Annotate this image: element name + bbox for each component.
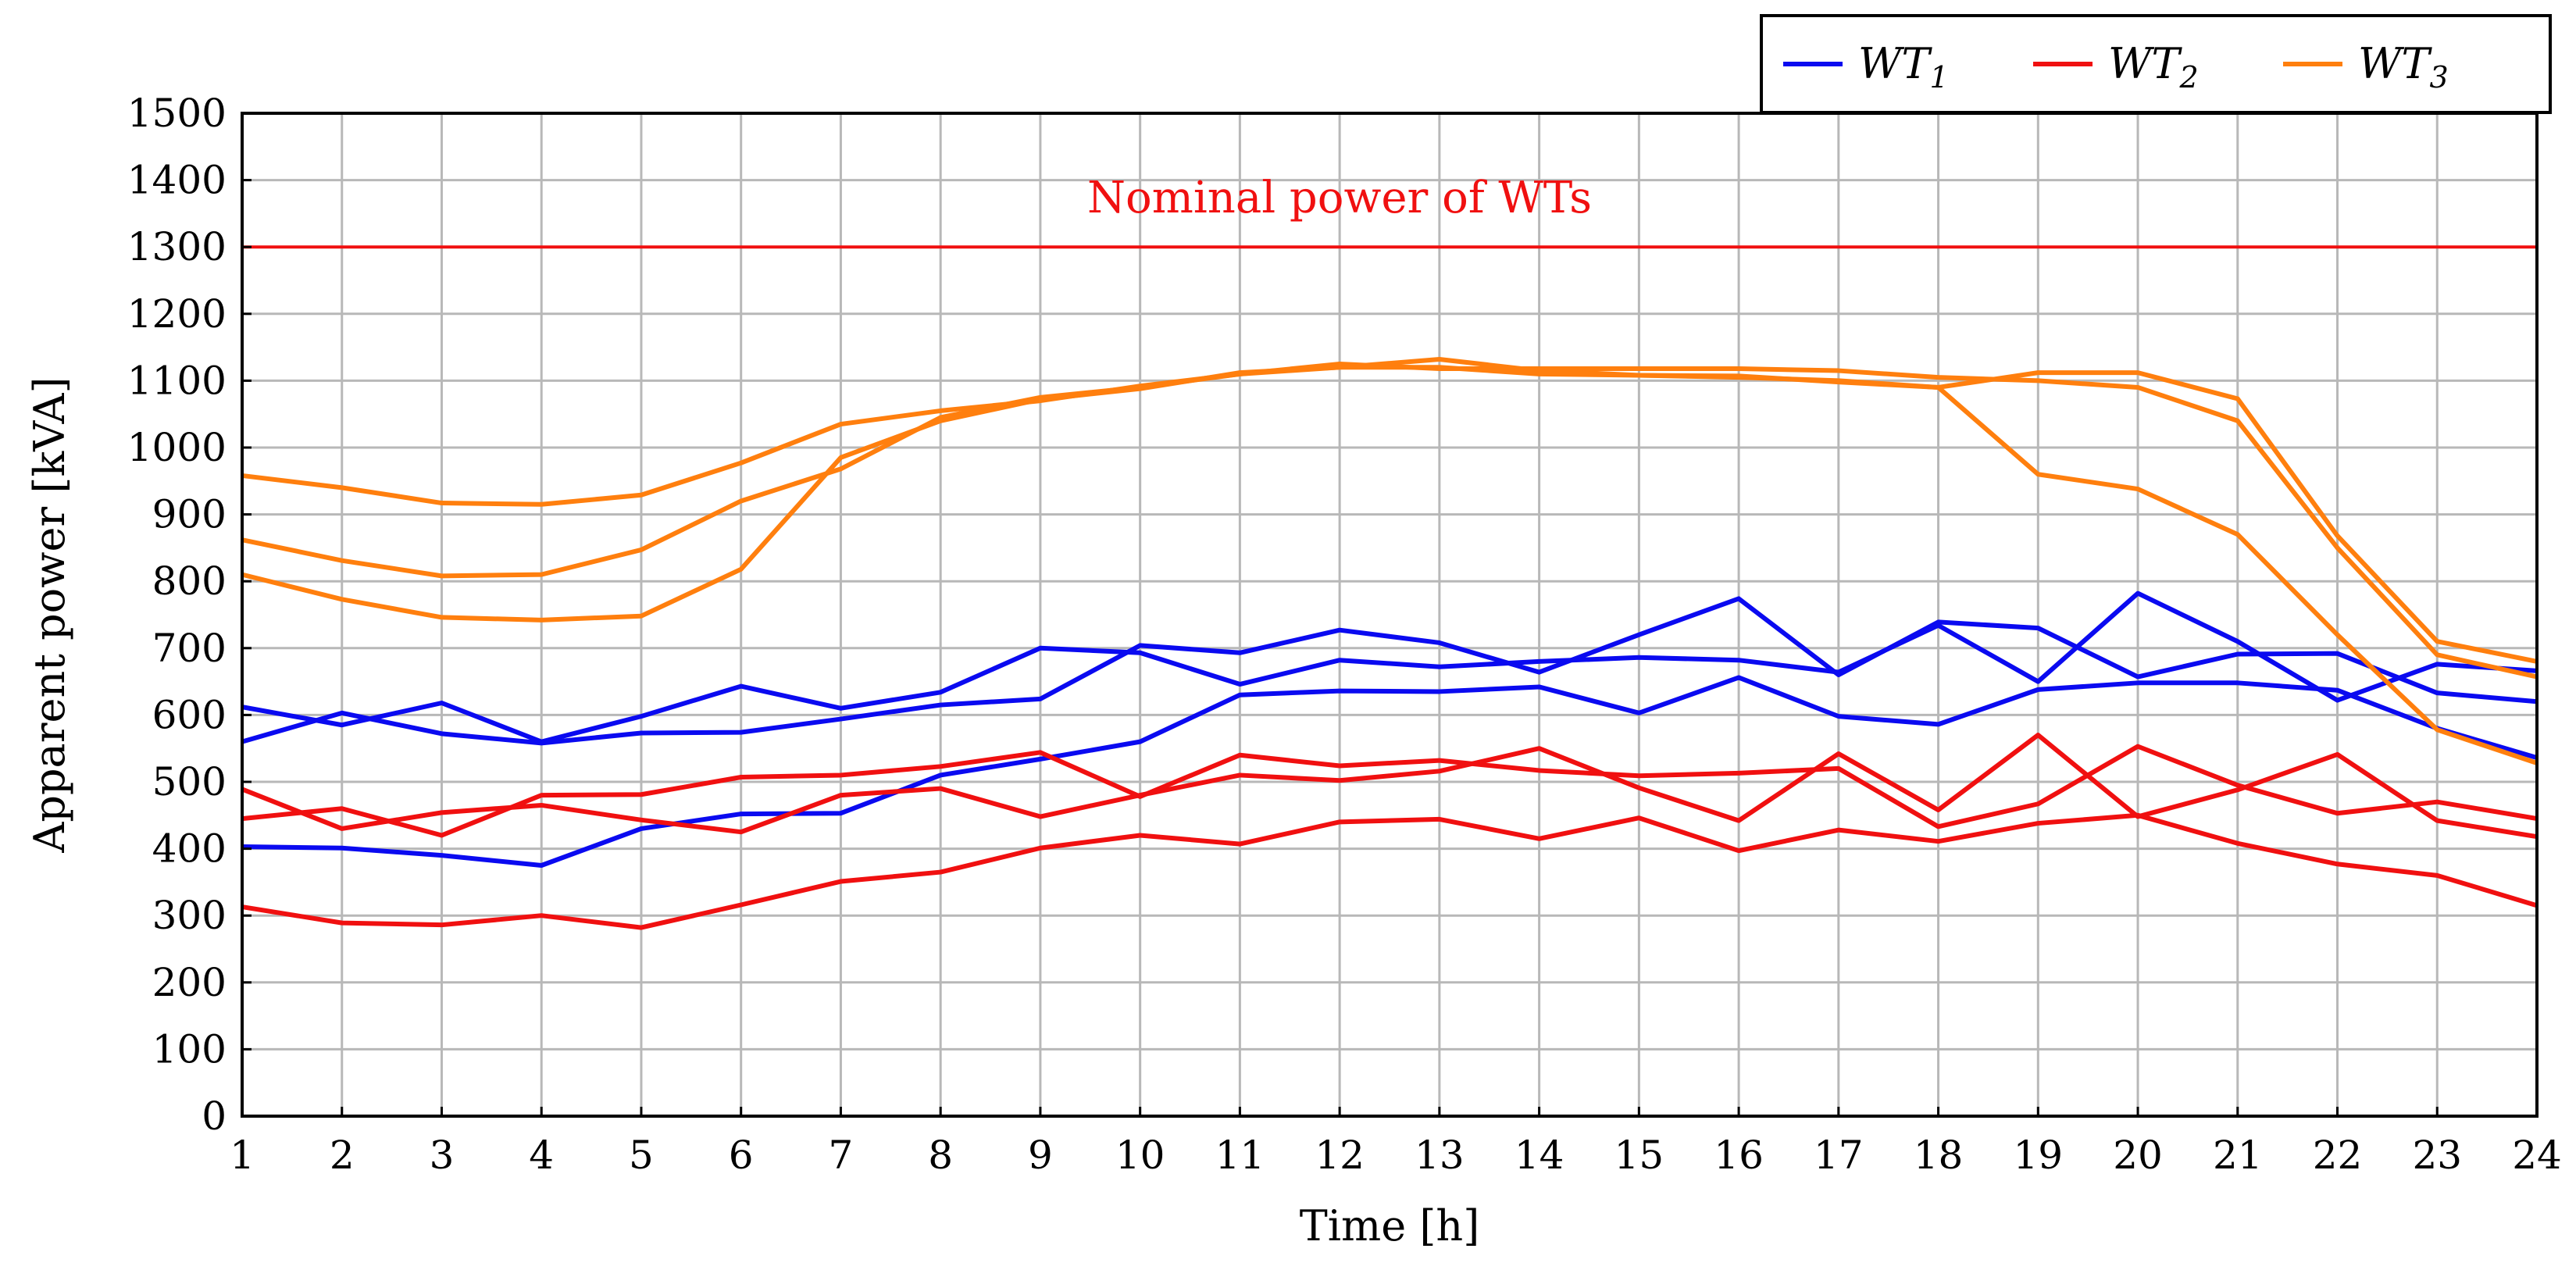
y-tick-label: 1100 — [127, 358, 227, 403]
series-line-wt2-2 — [241, 744, 2538, 838]
y-tick-label: 600 — [152, 692, 227, 737]
y-tick-label: 700 — [152, 626, 227, 671]
legend-box — [1760, 14, 2552, 114]
x-tick-label: 6 — [729, 1133, 754, 1178]
y-tick-label: 1300 — [127, 224, 227, 269]
x-tick-label: 13 — [1415, 1133, 1465, 1178]
plot-frame — [241, 112, 2539, 1118]
x-tick-label: 14 — [1515, 1133, 1565, 1178]
y-axis-title: Apparent power [kVA] — [25, 376, 74, 853]
grid — [241, 112, 2539, 1118]
series-line-wt1-1 — [241, 590, 2538, 744]
x-tick-label: 15 — [1614, 1133, 1664, 1178]
series-lines — [241, 357, 2538, 930]
y-tick-label: 1000 — [127, 425, 227, 470]
series-line-wt3-1 — [241, 362, 2538, 680]
x-tick-label: 24 — [2512, 1133, 2562, 1178]
legend: WT1 WT2 WT3 — [1760, 14, 2552, 114]
x-tick-label: 10 — [1115, 1133, 1165, 1178]
y-tick-label: 200 — [152, 960, 227, 1005]
y-tick-label: 500 — [152, 759, 227, 804]
x-tick-label: 16 — [1714, 1133, 1764, 1178]
x-tick-label: 17 — [1814, 1133, 1864, 1178]
x-tick-label: 23 — [2412, 1133, 2462, 1178]
y-tick-label: 100 — [152, 1026, 227, 1072]
y-tick-label: 1500 — [127, 91, 227, 136]
x-axis-title: Time [h] — [1300, 1201, 1480, 1250]
x-tick-label: 21 — [2213, 1133, 2263, 1178]
y-tick-label: 0 — [202, 1093, 227, 1139]
x-tick-label: 9 — [1028, 1133, 1053, 1178]
y-tick-label: 300 — [152, 893, 227, 938]
series-line-wt3-2 — [241, 357, 2538, 664]
x-tick-label: 2 — [330, 1133, 355, 1178]
series-line-wt3-3 — [241, 365, 2538, 765]
x-tick-label: 18 — [1914, 1133, 1964, 1178]
nominal-power-label: Nominal power of WTs — [1087, 173, 1592, 223]
x-tick-label: 19 — [2013, 1133, 2063, 1178]
y-tick-label: 800 — [152, 558, 227, 604]
y-tick-label: 1400 — [127, 158, 227, 203]
x-tick-label: 11 — [1215, 1133, 1265, 1178]
x-tick-label: 3 — [430, 1133, 455, 1178]
x-tick-label: 7 — [829, 1133, 854, 1178]
series-line-wt1-2 — [241, 596, 2538, 746]
x-tick-label: 5 — [629, 1133, 654, 1178]
x-tick-label: 12 — [1315, 1133, 1365, 1178]
axis-ticks: 1 2 3 4 5 6 7 8 9 10 11 12 13 14 15 16 17 18 19 20 21 22 23 240… — [127, 91, 2562, 1178]
x-tick-label: 8 — [928, 1133, 953, 1178]
y-tick-label: 900 — [152, 492, 227, 537]
series-line-wt2-1 — [241, 733, 2538, 840]
series-line-wt2-3 — [241, 812, 2538, 930]
x-tick-label: 4 — [529, 1133, 554, 1178]
x-tick-label: 22 — [2313, 1133, 2363, 1178]
y-tick-label: 1200 — [127, 291, 227, 337]
series-line-wt1-3 — [241, 675, 2538, 868]
x-tick-label: 20 — [2113, 1133, 2163, 1178]
x-tick-label: 1 — [230, 1133, 255, 1178]
y-tick-label: 400 — [152, 826, 227, 872]
